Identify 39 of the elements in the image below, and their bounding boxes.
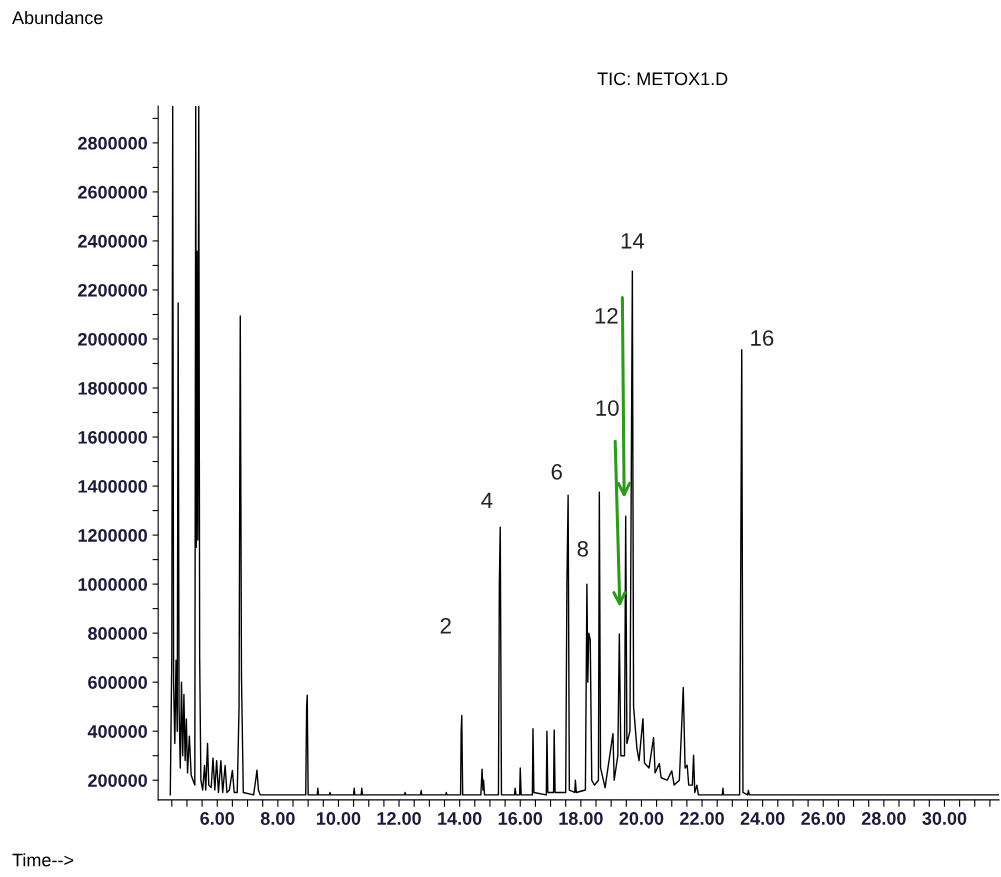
chart-title: TIC: METOX1.D — [597, 72, 728, 86]
y-tick-label: 1800000 — [78, 381, 148, 395]
y-tick-label: 2800000 — [78, 136, 148, 150]
x-tick-label: 24.00 — [740, 812, 785, 825]
annotation: 10 — [596, 400, 619, 416]
annotation: 4 — [481, 492, 493, 508]
x-tick-label: 10.00 — [316, 812, 361, 825]
x-tick-label: 26.00 — [801, 812, 846, 825]
y-tick-label: 2200000 — [78, 283, 148, 297]
annotation: 16 — [751, 330, 774, 346]
x-tick-label: 8.00 — [260, 812, 295, 825]
y-tick-label: 400000 — [87, 725, 148, 738]
x-tick-label: 18.00 — [559, 812, 603, 825]
x-axis-title: Time--> — [12, 853, 74, 867]
x-tick-label: 28.00 — [861, 812, 906, 825]
line-series — [169, 106, 999, 796]
annotation: 12 — [595, 307, 618, 324]
annotation: 14 — [621, 233, 645, 249]
y-tick-label: 2400000 — [78, 234, 148, 248]
x-tick-label: 14.00 — [438, 812, 482, 825]
y-tick-label: 1200000 — [78, 529, 148, 542]
x-tick-label: 12.00 — [377, 812, 421, 825]
y-tick-label: 600000 — [88, 676, 148, 689]
x-tick-label: 6.00 — [200, 812, 235, 825]
x-tick-label: 30.00 — [922, 812, 967, 825]
y-tick-label: 1000000 — [78, 578, 148, 591]
x-tick-label: 16.00 — [498, 812, 543, 825]
y-axis-title: Abundance — [12, 10, 103, 25]
y-tick-label: 200000 — [88, 774, 148, 787]
annotation: 8 — [577, 541, 588, 557]
annotation: 2 — [440, 618, 451, 634]
y-tick-label: 1600000 — [78, 430, 148, 444]
x-tick-label: 22.00 — [680, 812, 724, 825]
y-tick-label: 800000 — [88, 627, 148, 640]
y-tick-label: 2000000 — [78, 332, 148, 346]
annotation: 6 — [551, 464, 562, 480]
y-tick-label: 2600000 — [78, 185, 148, 199]
y-tick-label: 1400000 — [78, 480, 148, 493]
x-tick-label: 20.00 — [619, 812, 664, 825]
